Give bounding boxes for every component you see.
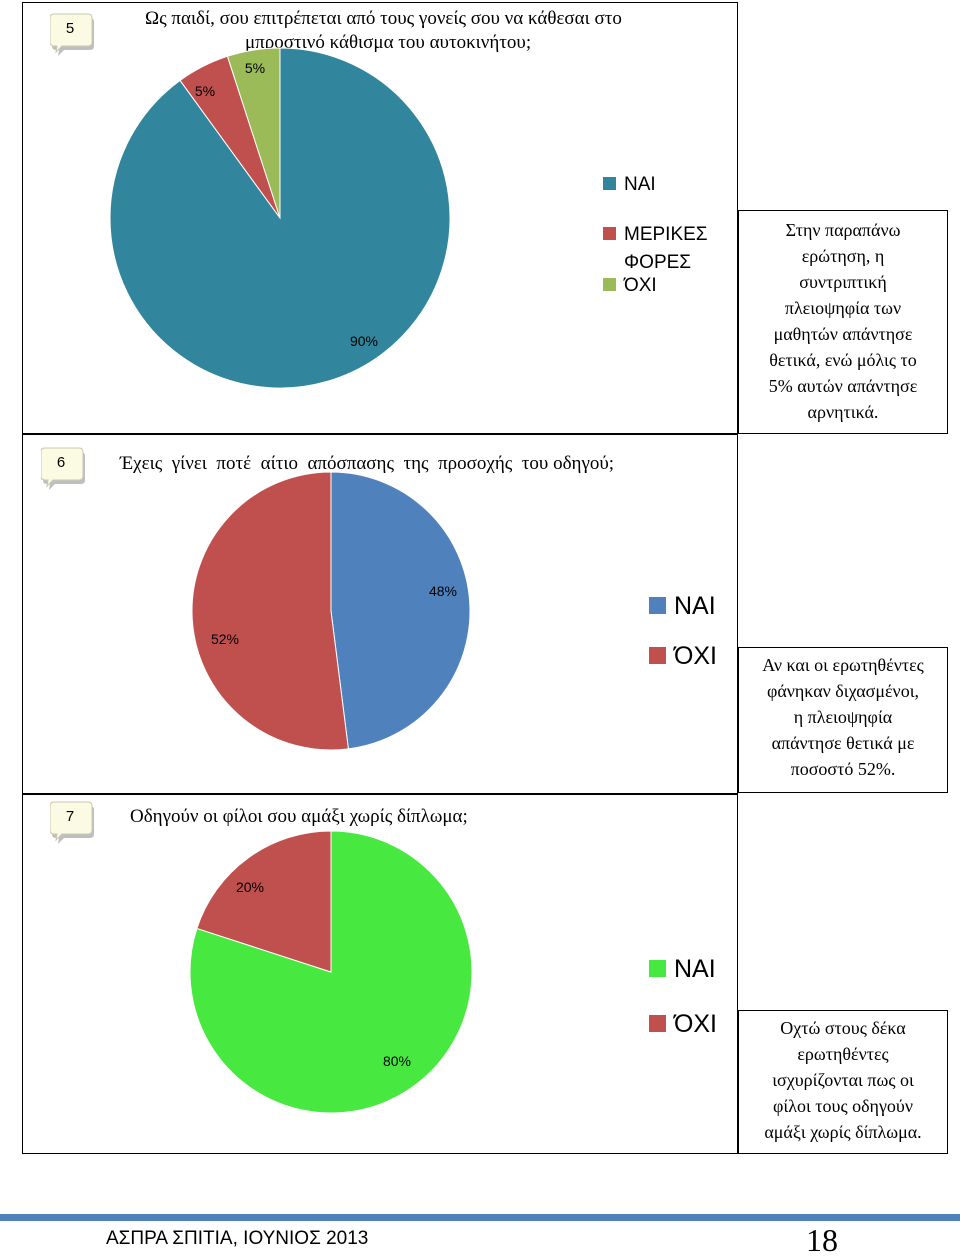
pie-slice [191, 471, 349, 751]
question-text: Έχεις γίνει ποτέ αίτιο απόσπασης της προ… [120, 453, 615, 474]
question-number-badge: 6 [41, 446, 87, 490]
page-number: 18 [806, 1222, 838, 1258]
note-line: ερωτηθέντες [797, 1044, 889, 1064]
question-text: Ως παιδί, σου επιτρέπεται από τους γονεί… [145, 7, 622, 55]
pie-chart-6: 48% 52% ΝΑΙ ΌΧΙ [191, 471, 717, 751]
badge-shape [50, 801, 94, 844]
question-number: 6 [56, 454, 66, 471]
footer-title: ΑΣΠΡΑ ΣΠΙΤΙΑ, ΙΟΥΝΙΟΣ 2013 [106, 1228, 369, 1249]
summary-note: Αν και οι ερωτηθέντες φάνηκαν διχασμένοι,… [738, 647, 948, 793]
question-line: μπροστινό κάθισμα του αυτοκινήτου; [245, 32, 532, 53]
note-line: απάντησε θετικά με [771, 733, 915, 753]
note-line: 5% αυτών απάντησε [768, 376, 918, 396]
badge-shape [50, 13, 94, 56]
summary-note: Στην παραπάνω ερώτηση, η συντριπτική πλειοψ… [738, 210, 948, 434]
slice-label: 5% [245, 60, 265, 76]
question-line: Ως παιδί, σου επιτρέπεται από τους γονεί… [145, 8, 622, 29]
slice-label: 52% [211, 631, 239, 647]
note-line: φάνηκαν διχασμένοι, [766, 681, 920, 701]
note-line: πλειοψηφία των [784, 298, 902, 318]
badge-shape [41, 447, 85, 490]
note-line: Αν και οι ερωτηθέντες [762, 655, 924, 675]
note-line: Οχτώ στους δέκα [780, 1018, 906, 1038]
question-number-badge: 5 [50, 12, 96, 56]
question-number: 7 [65, 808, 75, 825]
legend-label: ΌΧΙ [623, 275, 657, 296]
pie-slice [196, 830, 332, 973]
legend-swatch [603, 278, 616, 291]
pie-slice [226, 47, 281, 219]
legend-swatch [649, 647, 666, 664]
note-line: συντριπτική [799, 272, 887, 292]
note-line: ερώτηση, η [801, 246, 885, 266]
slice-label: 5% [195, 83, 215, 99]
note-line: ισχυρίζονται πως οι [772, 1070, 914, 1090]
legend-swatch [649, 1015, 666, 1032]
note-line: φίλοι τους οδηγούν [773, 1096, 913, 1116]
footer-bar [0, 1214, 960, 1221]
note-line: θετικά, ενώ μόλις το [769, 350, 917, 370]
legend-label: ΝΑΙ [674, 955, 716, 983]
summary-note: Οχτώ στους δέκα ερωτηθέντες ισχυρίζονται π… [738, 1010, 948, 1154]
question-text: Οδηγούν οι φίλοι σου αμάξι χωρίς δίπλωμα… [130, 806, 468, 827]
slice-label: 90% [350, 333, 378, 349]
question-number-badge: 7 [50, 800, 96, 844]
note-line: η πλειοψηφία [793, 707, 893, 727]
note-line: αρνητικά. [807, 402, 879, 422]
pie-slice [109, 47, 451, 389]
question-number: 5 [65, 20, 75, 37]
legend-swatch [649, 960, 666, 977]
legend-swatch [649, 597, 666, 614]
legend-swatch [603, 227, 616, 240]
slice-label: 48% [429, 583, 457, 599]
legend-label: ΦΟΡΕΣ [624, 252, 691, 273]
legend-label: ΝΑΙ [624, 174, 656, 195]
legend-label: ΌΧΙ [673, 1010, 717, 1038]
pie-chart-7: 80% 20% ΝΑΙ ΌΧΙ [189, 830, 717, 1114]
legend-label: ΝΑΙ [674, 592, 716, 620]
note-line: αμάξι χωρίς δίπλωμα. [764, 1122, 922, 1142]
note-line: μαθητών απάντησε [773, 324, 913, 344]
slice-label: 20% [236, 879, 264, 895]
pie-slice [330, 471, 471, 750]
legend-label: ΌΧΙ [673, 642, 717, 670]
slice-label: 80% [383, 1053, 411, 1069]
note-line: ποσοστό 52%. [790, 759, 896, 779]
legend-label: ΜΕΡΙΚΕΣ [624, 224, 708, 245]
note-line: Στην παραπάνω [785, 220, 901, 240]
legend-swatch [603, 177, 616, 190]
